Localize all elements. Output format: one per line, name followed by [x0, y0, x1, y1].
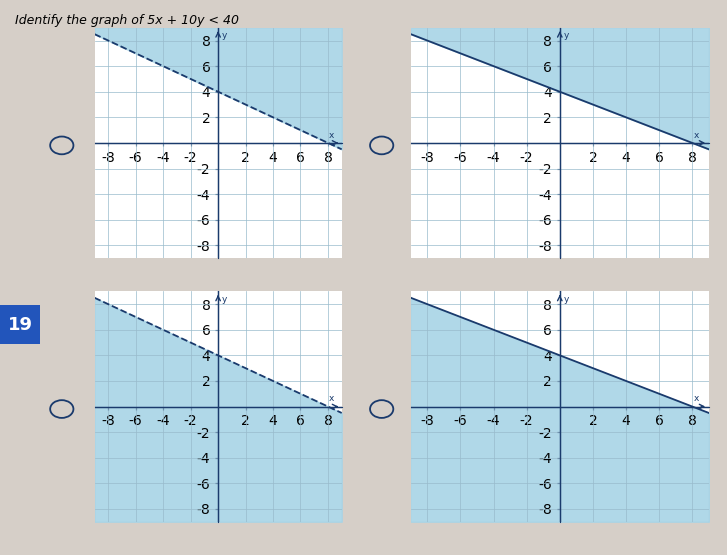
Text: y: y: [222, 31, 227, 41]
Text: x: x: [329, 131, 334, 140]
Text: Identify the graph of 5x + 10y < 40: Identify the graph of 5x + 10y < 40: [15, 14, 238, 27]
Text: 19: 19: [7, 316, 33, 334]
Text: y: y: [564, 31, 569, 41]
Text: x: x: [329, 395, 334, 403]
Text: y: y: [222, 295, 227, 304]
Text: y: y: [564, 295, 569, 304]
Text: x: x: [694, 131, 699, 140]
Text: x: x: [694, 395, 699, 403]
